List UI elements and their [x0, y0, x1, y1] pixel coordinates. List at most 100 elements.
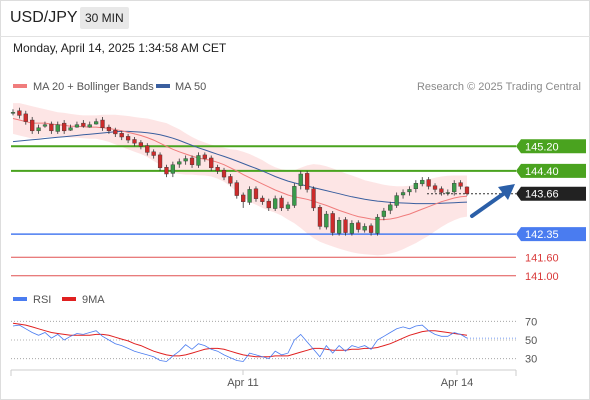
- candle-down: [311, 188, 316, 209]
- ma50-line: [12, 130, 468, 205]
- candle-down: [464, 186, 470, 194]
- candle-up: [452, 183, 457, 193]
- x-tick-label: Apr 14: [441, 377, 473, 389]
- resistance-tag-bg: [516, 139, 586, 154]
- ma50-legend-label: MA 50: [175, 81, 206, 93]
- candle-up: [87, 124, 92, 128]
- candle-up: [407, 189, 412, 193]
- candle-down: [209, 157, 214, 169]
- candle-up: [381, 210, 386, 217]
- candle-up: [42, 124, 48, 127]
- candle-up: [94, 121, 99, 125]
- candle-up: [349, 223, 355, 234]
- level-label: 141.00: [525, 271, 559, 283]
- candle-up: [298, 173, 303, 186]
- candle-up: [183, 158, 188, 162]
- candle-down: [49, 123, 54, 132]
- candle-down: [221, 170, 227, 178]
- candle-down: [305, 173, 310, 190]
- candle-down: [317, 207, 323, 227]
- candle-down: [279, 197, 284, 209]
- candle-up: [292, 186, 297, 206]
- candle-up: [10, 112, 16, 114]
- candle-down: [241, 194, 246, 202]
- candle-up: [400, 192, 406, 196]
- candle-down: [81, 122, 86, 127]
- candle-down: [145, 145, 150, 153]
- resistance-tag-label: 145.20: [525, 141, 559, 153]
- candle-down: [266, 200, 271, 209]
- chart-header: USD/JPY 30 MIN: [0, 0, 590, 36]
- candle-down: [458, 182, 463, 187]
- rsi-legend-swatch: [13, 297, 27, 301]
- current-price-tag-bg: [516, 186, 586, 201]
- candle-down: [253, 188, 259, 199]
- candle-down: [356, 222, 361, 230]
- candle-down: [157, 154, 163, 169]
- rsi-tick-label: 50: [525, 335, 537, 347]
- candle-down: [106, 126, 112, 132]
- candle-down: [228, 176, 233, 184]
- candle-down: [30, 119, 35, 132]
- candle-up: [74, 124, 80, 128]
- candle-down: [23, 113, 28, 122]
- forecast-arrow: [470, 184, 515, 218]
- rsi-ma-legend-label: 9MA: [82, 294, 105, 306]
- ma20-legend-label: MA 20 + Bollinger Bands: [33, 81, 154, 93]
- candle-up: [445, 192, 450, 194]
- rsi-ma-legend-swatch: [62, 297, 76, 301]
- candle-up: [55, 124, 60, 132]
- candle-down: [202, 154, 207, 159]
- ma20-legend-swatch: [13, 84, 27, 88]
- candle-down: [17, 110, 22, 116]
- candle-up: [336, 220, 342, 234]
- candle-up: [170, 164, 175, 174]
- candle-down: [62, 122, 67, 132]
- candle-down: [234, 182, 239, 196]
- resistance-tag-label: 144.40: [525, 166, 559, 178]
- current-price-tag-label: 143.66: [525, 189, 559, 201]
- x-tick-label: Apr 11: [227, 377, 259, 389]
- candle-up: [36, 127, 41, 132]
- interval-button[interactable]: 30 MIN: [80, 7, 129, 29]
- candle-down: [215, 167, 220, 172]
- candle-up: [375, 216, 380, 234]
- bollinger-band: [13, 103, 467, 256]
- candle-down: [125, 136, 131, 141]
- resistance-tag-bg: [516, 163, 586, 178]
- timestamp: Monday, April 14, 2025 1:34:58 AM CET: [13, 41, 227, 55]
- candle-up: [394, 195, 399, 206]
- candle-up: [177, 161, 182, 165]
- candle-up: [362, 226, 367, 231]
- candle-down: [189, 157, 195, 165]
- candle-up: [413, 183, 418, 190]
- candle-down: [426, 179, 431, 187]
- candle-down: [113, 130, 118, 135]
- candle-down: [151, 151, 156, 156]
- support-tag-bg: [516, 227, 586, 242]
- candle-down: [368, 225, 374, 233]
- candle-up: [324, 213, 329, 228]
- support-tag-label: 142.35: [525, 229, 559, 241]
- rsi-legend-label: RSI: [33, 294, 51, 306]
- candle-up: [68, 127, 73, 131]
- candle-down: [343, 219, 348, 233]
- level-tags: 145.20 144.40 143.66 142.35 141.60 141.00: [516, 139, 586, 283]
- rsi-ma-line: [12, 322, 468, 358]
- candle-down: [330, 213, 335, 233]
- candle-down: [432, 185, 438, 190]
- candle-up: [420, 179, 425, 185]
- candle-down: [138, 142, 144, 147]
- candle-down: [100, 119, 105, 128]
- rsi-line: [12, 324, 468, 362]
- candle-up: [388, 204, 393, 211]
- candle-up: [285, 204, 291, 209]
- x-axis: Apr 11 Apr 14: [227, 370, 473, 389]
- copyright-text: Research © 2025 Trading Central: [417, 81, 581, 93]
- candle-up: [196, 155, 201, 166]
- rsi-tick-label: 30: [525, 354, 537, 366]
- candle-down: [164, 167, 169, 175]
- price-panel: [10, 103, 516, 277]
- level-label: 141.60: [525, 252, 559, 264]
